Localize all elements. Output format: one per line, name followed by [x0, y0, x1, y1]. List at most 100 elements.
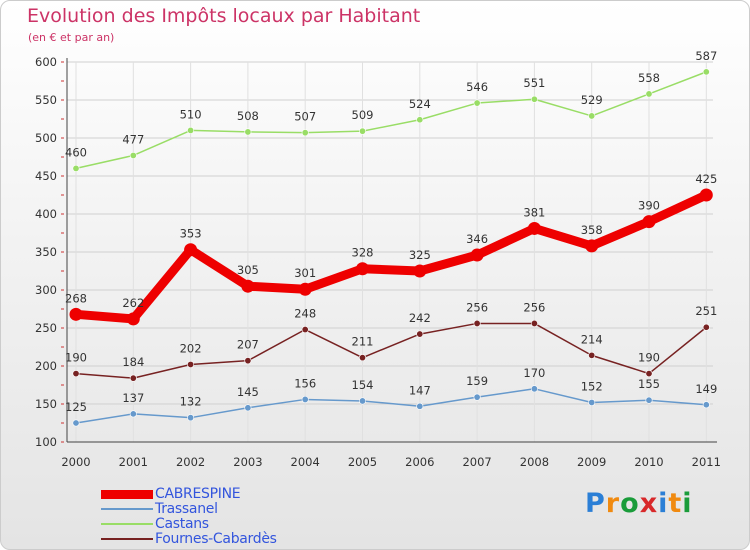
data-point: [301, 395, 309, 403]
y-tick-label: 450: [35, 169, 57, 183]
data-label: 152: [581, 379, 603, 393]
data-point: [184, 243, 198, 257]
legend-swatch: [101, 489, 153, 499]
y-tick-label: 550: [35, 93, 57, 107]
legend-label: Trassanel: [155, 501, 218, 517]
data-point: [473, 319, 481, 327]
data-point: [416, 116, 424, 124]
data-point: [588, 351, 596, 359]
data-point: [588, 398, 596, 406]
legend-label: CABRESPINE: [155, 486, 241, 502]
y-tick-label: 200: [35, 359, 57, 373]
data-label: 301: [294, 266, 316, 280]
data-point: [358, 397, 366, 405]
data-point: [358, 354, 366, 362]
chart-subtitle: (en € et par an): [28, 31, 115, 44]
series-line: [75, 322, 708, 379]
logo-letter: i: [658, 488, 669, 519]
data-label: 353: [180, 227, 202, 241]
data-label: 477: [122, 132, 144, 146]
data-point: [126, 312, 140, 326]
data-point: [645, 90, 653, 98]
data-label: 154: [352, 378, 374, 392]
data-point: [473, 99, 481, 107]
data-point: [187, 414, 195, 422]
data-label: 510: [180, 107, 202, 121]
legend-swatch: [101, 508, 153, 510]
data-point: [244, 128, 252, 136]
data-label: 137: [122, 391, 144, 405]
data-point: [473, 393, 481, 401]
data-label: 346: [466, 232, 488, 246]
data-point: [298, 282, 312, 296]
data-label: 268: [65, 291, 87, 305]
legend-label: Castans: [155, 516, 209, 532]
x-tick-label: 2006: [405, 455, 434, 469]
data-label: 184: [122, 355, 144, 369]
data-label: 147: [409, 383, 431, 397]
data-point: [642, 215, 656, 229]
data-point: [244, 357, 252, 365]
logo-letter: x: [639, 488, 659, 519]
x-tick-label: 2010: [634, 455, 663, 469]
data-label: 155: [638, 377, 660, 391]
data-point: [69, 307, 83, 321]
data-label: 156: [294, 376, 316, 390]
y-tick-label: 500: [35, 131, 57, 145]
data-label: 507: [294, 110, 316, 124]
x-tick-label: 2007: [462, 455, 491, 469]
series-trassanel: [72, 385, 710, 427]
data-point: [301, 326, 309, 334]
logo-letter: o: [620, 488, 640, 519]
y-tick-label: 250: [35, 321, 57, 335]
y-tick-label: 350: [35, 245, 57, 259]
data-label: 211: [352, 335, 374, 349]
data-label: 256: [523, 300, 545, 314]
data-label: 149: [695, 382, 717, 396]
series-castans: [72, 68, 710, 172]
data-label: 325: [409, 248, 431, 262]
x-tick-label: 2008: [520, 455, 549, 469]
legend-label: Fournes-Cabardès: [155, 531, 277, 547]
data-label: 328: [352, 246, 374, 260]
data-label: 460: [65, 145, 87, 159]
data-point: [699, 188, 713, 202]
logo-letter: i: [682, 488, 693, 519]
x-tick-label: 2001: [119, 455, 148, 469]
data-label: 242: [409, 311, 431, 325]
data-point: [645, 396, 653, 404]
series-line: [75, 388, 708, 424]
x-tick-label: 2002: [176, 455, 205, 469]
y-tick-label: 600: [35, 55, 57, 69]
series-fournes-cabard-s: [72, 319, 710, 382]
data-label: 248: [294, 307, 316, 321]
data-label: 551: [523, 76, 545, 90]
data-label: 190: [65, 351, 87, 365]
series-cabrespine: [69, 188, 713, 326]
data-label: 132: [180, 395, 202, 409]
data-label: 207: [237, 338, 259, 352]
logo-letter: t: [668, 488, 683, 519]
data-point: [702, 401, 710, 409]
data-label: 305: [237, 263, 259, 277]
series-line: [75, 71, 708, 170]
data-label: 425: [695, 172, 717, 186]
data-label: 546: [466, 80, 488, 94]
data-point: [241, 279, 255, 293]
data-point: [129, 374, 137, 382]
data-label: 529: [581, 93, 603, 107]
data-label: 214: [581, 332, 603, 346]
data-point: [585, 239, 599, 253]
data-point: [588, 112, 596, 120]
logo-letter: r: [605, 488, 621, 519]
data-point: [356, 262, 369, 276]
data-label: 381: [523, 205, 545, 219]
data-point: [413, 264, 427, 278]
legend-swatch: [101, 523, 153, 525]
data-point: [129, 410, 137, 418]
data-label: 262: [122, 296, 144, 310]
data-label: 202: [180, 341, 202, 355]
data-point: [530, 385, 538, 393]
data-label: 125: [65, 400, 87, 414]
